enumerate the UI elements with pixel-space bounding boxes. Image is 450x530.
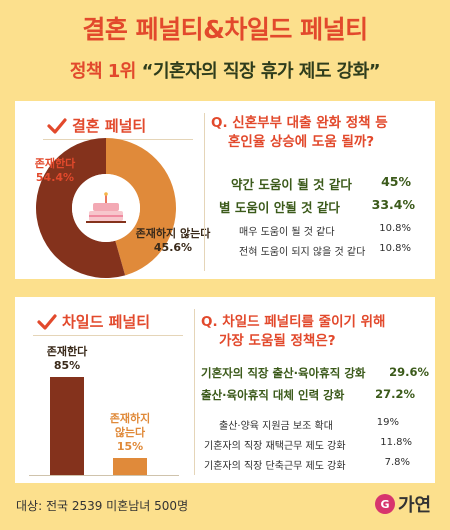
bar-label: 존재하지 않는다 15% [90,412,170,454]
bar-value-label: 85% [53,359,81,373]
subtitle-rank: 정책 1위 [69,61,136,82]
response-value: 29.6% [389,365,429,379]
survey-note: 대상: 전국 2539 미혼남녀 500명 [16,499,189,513]
response-label: 기혼자의 직장 출산·육아휴직 강화 [201,366,366,380]
child-heading-text: 차일드 페널티 [62,313,151,331]
card-divider [204,113,205,271]
child-response: 기혼자의 직장 출산·육아휴직 강화 29.6% [201,365,429,381]
marriage-question: Q. 신혼부부 대출 완화 정책 등 혼인율 상승에 도움 될까? [211,114,431,152]
heading-underline [33,335,183,336]
child-response: 기혼자의 직장 단축근무 제도 강화 7.8% [204,457,410,472]
bar-category-label: 존재한다 [46,345,88,359]
bar-not-exist [113,457,147,475]
response-value: 45% [381,174,411,189]
marriage-heading-text: 결혼 페널티 [72,117,147,135]
brand-logo: G 가연 [375,491,431,517]
bar-exist [50,377,84,475]
bar-label: 존재한다 85% [27,345,107,373]
response-label: 출산·양육 지원금 보조 확대 [219,421,333,432]
child-question-line2: 가장 도움될 정책은? [219,333,336,349]
response-label: 별 도움이 안될 것 같다 [219,200,340,215]
response-value: 27.2% [375,387,415,401]
donut-label-exist-name: 존재한다 [34,157,76,170]
response-label: 기혼자의 직장 재택근무 제도 강화 [204,441,346,452]
cake-icon [86,192,126,223]
marriage-penalty-card: 결혼 페널티 존재한다 54.4% 존재하지 않는다 45.6% Q. 신혼부부… [15,101,435,279]
response-value: 10.8% [379,223,411,234]
donut-slice-exist [36,138,126,278]
bar-category-label: 않는다 [114,425,146,439]
response-value: 11.8% [380,437,412,448]
donut-label-not-exist-name: 존재하지 않는다 [135,227,211,240]
response-label: 전혀 도움이 되지 않을 것 같다 [239,247,366,258]
child-question: Q. 차일드 페널티를 줄이기 위해 가장 도움될 정책은? [201,313,431,351]
response-value: 33.4% [371,197,415,212]
page-title: 결혼 페널티&차일드 페널티 [82,15,368,44]
response-value: 7.8% [384,457,410,468]
check-icon [37,313,57,330]
marriage-response: 별 도움이 안될 것 같다 33.4% [219,197,415,216]
child-response: 출산·육아휴직 대체 인력 강화 27.2% [201,387,415,403]
child-penalty-card: 차일드 페널티 존재한다 85% 존재하지 않는다 15% Q. 차일드 페널티를 줄이… [15,297,435,483]
child-question-line1: Q. 차일드 페널티를 줄이기 위해 [201,314,386,330]
response-label: 출산·육아휴직 대체 인력 강화 [201,388,345,402]
page-subtitle: 정책 1위 “기혼자의 직장 휴가 제도 강화” [0,57,450,83]
check-icon [47,117,67,134]
response-label: 약간 도움이 될 것 같다 [231,177,352,192]
marriage-response: 약간 도움이 될 것 같다 45% [231,174,411,193]
donut-label-exist: 존재한다 54.4% [15,157,95,185]
bar-baseline [29,475,179,476]
marriage-heading: 결혼 페널티 [47,115,146,136]
marriage-question-line2: 혼인율 상승에 도움 될까? [228,134,375,150]
marriage-response: 매우 도움이 될 것 같다 10.8% [239,223,411,238]
card-divider [194,309,195,475]
donut-label-not-exist: 존재하지 않는다 45.6% [123,227,223,255]
response-value: 19% [376,417,399,428]
child-heading: 차일드 페널티 [37,311,150,332]
marriage-question-line1: Q. 신혼부부 대출 완화 정책 등 [211,115,388,131]
child-response: 출산·양육 지원금 보조 확대 19% [219,417,399,432]
response-label: 매우 도움이 될 것 같다 [239,227,335,238]
donut-chart [36,138,177,278]
donut-label-not-exist-value: 45.6% [153,241,193,254]
response-value: 10.8% [379,243,411,254]
response-label: 기혼자의 직장 단축근무 제도 강화 [204,461,346,472]
bar-value-label: 15% [116,439,144,453]
subtitle-text: “기혼자의 직장 휴가 제도 강화” [141,61,381,82]
marriage-response: 전혀 도움이 되지 않을 것 같다 10.8% [239,243,411,258]
child-response: 기혼자의 직장 재택근무 제도 강화 11.8% [204,437,412,452]
brand-name: 가연 [398,495,432,516]
brand-mark: G [375,494,395,514]
donut-label-exist-value: 54.4% [35,171,75,184]
bar-category-label: 존재하지 [109,411,151,425]
donut-slice-not-exist [106,138,177,276]
